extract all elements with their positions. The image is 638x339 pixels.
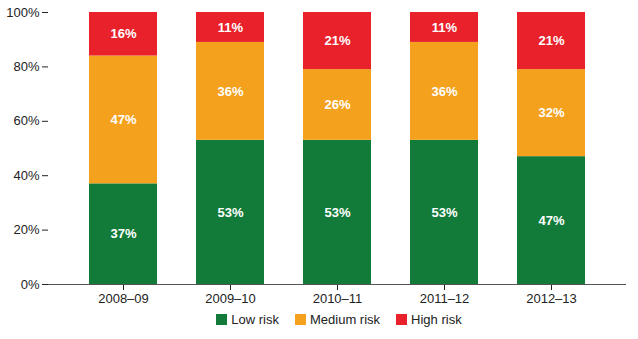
- svg-text:53%: 53%: [324, 205, 350, 220]
- svg-text:32%: 32%: [538, 105, 564, 120]
- svg-text:21%: 21%: [324, 33, 350, 48]
- svg-text:53%: 53%: [431, 205, 457, 220]
- svg-text:36%: 36%: [217, 84, 243, 99]
- svg-text:47%: 47%: [538, 213, 564, 228]
- svg-text:11%: 11%: [218, 20, 244, 35]
- svg-text:21%: 21%: [538, 33, 564, 48]
- svg-text:40%: 40%: [13, 168, 39, 183]
- svg-text:36%: 36%: [431, 84, 457, 99]
- svg-text:53%: 53%: [217, 205, 243, 220]
- svg-text:0%: 0%: [21, 277, 40, 292]
- svg-text:37%: 37%: [110, 226, 136, 241]
- html-text:High risk: High risk: [411, 312, 462, 327]
- svg-text:47%: 47%: [110, 112, 136, 127]
- svg-text:60%: 60%: [13, 113, 39, 128]
- svg-text:2009–10: 2009–10: [205, 291, 256, 306]
- svg-text:2011–12: 2011–12: [420, 291, 470, 306]
- svg-text:2010–11: 2010–11: [313, 291, 363, 306]
- html-text:Low risk: Low risk: [231, 312, 279, 327]
- svg-text:11%: 11%: [432, 20, 458, 35]
- svg-text:16%: 16%: [110, 26, 136, 41]
- svg-text:20%: 20%: [13, 222, 39, 237]
- svg-text:100%: 100%: [6, 5, 40, 20]
- html-text:Medium risk: Medium risk: [310, 312, 381, 327]
- svg-text:26%: 26%: [324, 97, 350, 112]
- svg-text:2008–09: 2008–09: [98, 291, 149, 306]
- svg-text:2012–13: 2012–13: [526, 291, 577, 306]
- svg-text:80%: 80%: [13, 59, 39, 74]
